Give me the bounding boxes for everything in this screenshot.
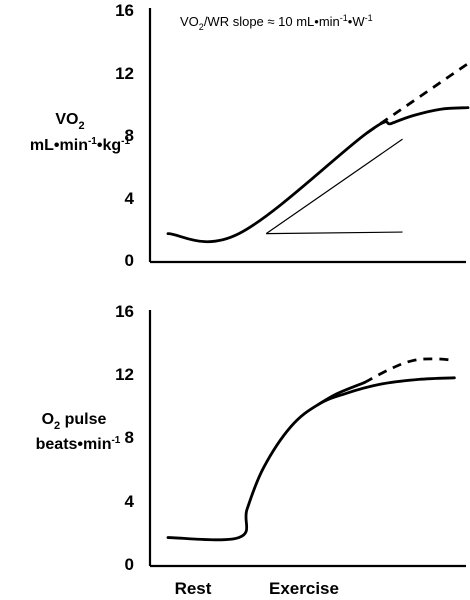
vo2-y-tick: 4 [125, 189, 135, 208]
x-category-rest: Rest [175, 579, 212, 598]
o2-pulse-y-label-unit: beats•min [36, 436, 112, 453]
o2-pulse-y-tick: 12 [115, 365, 134, 384]
vo2-y-label-line1: VO2 [55, 111, 84, 132]
o2-pulse-y-label-main: O [42, 411, 54, 428]
vo2-panel: 0 4 8 12 16 VO2 mL•min-1•kg-1 VO2/WR slo… [30, 1, 470, 270]
slope-triangle-hypotenuse [265, 138, 403, 235]
o2-pulse-y-label-sub: 2 [54, 420, 60, 432]
o2-pulse-panel: 0 4 8 12 16 O2 pulse beats•min-1 Rest Ex… [36, 302, 466, 598]
o2-pulse-series-group [166, 357, 456, 542]
o2-pulse-y-label-line1: O2 pulse [42, 411, 107, 432]
vo2-y-label-unit1: mL•min [30, 137, 88, 154]
o2-pulse-y-label-rest: pulse [60, 411, 106, 428]
vo2-y-tick: 16 [115, 1, 134, 20]
o2-pulse-y-tick: 8 [125, 428, 134, 447]
vo2-series-solid-line [166, 106, 470, 244]
vo2-y-label-main: VO [55, 111, 78, 128]
vo2-y-label-exp2: -1 [121, 136, 130, 147]
vo2-y-label-unit2: •kg [97, 137, 121, 154]
annotation-part: /WR slope ≈ 10 mL•min [204, 14, 340, 29]
vo2-y-tick: 12 [115, 64, 134, 83]
o2-pulse-series-dashed-line [363, 357, 455, 384]
o2-pulse-y-label-exp: -1 [111, 435, 120, 446]
slope-triangle-base [266, 231, 403, 235]
vo2-series-dashed-line [366, 62, 469, 135]
annotation-sup: -1 [365, 13, 373, 23]
annotation-sub: 2 [199, 22, 204, 32]
o2-pulse-series-solid-line [316, 381, 366, 407]
vo2-y-tick: 8 [125, 126, 134, 145]
o2-pulse-y-label-line2: beats•min-1 [36, 435, 121, 453]
vo2-series-group [166, 62, 470, 244]
annotation-part: VO [180, 14, 199, 29]
vo2-y-label-exp1: -1 [88, 136, 97, 147]
vo2-y-label-sub: 2 [79, 120, 85, 132]
o2-pulse-series-solid-line [166, 376, 456, 542]
annotation-part: •W [348, 14, 366, 29]
o2-pulse-y-tick: 4 [125, 492, 135, 511]
slope-annotation: VO2/WR slope ≈ 10 mL•min-1•W-1 [180, 13, 373, 32]
vo2-y-label-line2: mL•min-1•kg-1 [30, 136, 131, 154]
o2-pulse-y-tick: 16 [115, 302, 134, 321]
x-category-exercise: Exercise [269, 579, 339, 598]
annotation-sup: -1 [340, 13, 348, 23]
vo2-y-tick: 0 [125, 251, 134, 270]
o2-pulse-y-tick: 0 [125, 555, 134, 574]
